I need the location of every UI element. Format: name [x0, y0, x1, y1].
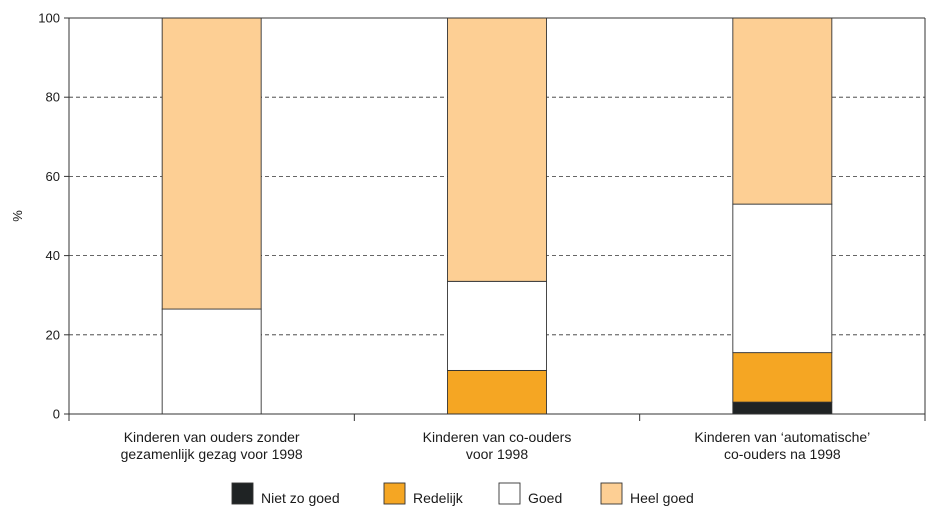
category-label: Kinderen van ‘automatische’	[694, 429, 870, 445]
legend-label: Redelijk	[413, 490, 464, 506]
bar-segment	[447, 280, 547, 371]
legend-swatch	[231, 482, 254, 505]
bar-segment	[732, 352, 833, 403]
bars	[161, 17, 833, 415]
legend-label: Heel goed	[630, 490, 694, 506]
y-tick-label: 20	[46, 327, 60, 342]
legend: Niet zo goed Redelijk Goed Heel goed	[231, 482, 694, 506]
legend-swatch	[383, 482, 406, 505]
bar-segment	[161, 17, 262, 310]
y-tick-label: 80	[46, 90, 60, 105]
bar-segment	[447, 369, 547, 415]
category-label: co-ouders na 1998	[724, 446, 841, 462]
bar-segment	[732, 401, 833, 415]
legend-label: Goed	[528, 490, 562, 506]
y-tick-label: 100	[38, 11, 60, 26]
bar-segment	[732, 17, 833, 205]
category-label: Kinderen van ouders zonder	[124, 429, 300, 445]
y-tick-label: 0	[53, 407, 60, 422]
bar-segment	[732, 203, 833, 354]
category-label: gezamenlijk gezag voor 1998	[121, 446, 303, 462]
legend-label: Niet zo goed	[261, 490, 340, 506]
axes: 0 20 40 60 80 100	[38, 11, 926, 422]
category-label: voor 1998	[466, 446, 528, 462]
y-tick-label: 60	[46, 169, 60, 184]
bar-segment	[447, 17, 547, 282]
legend-swatch	[600, 482, 623, 505]
legend-swatch	[498, 482, 521, 505]
category-label: Kinderen van co-ouders	[423, 429, 572, 445]
y-axis-label: %	[10, 210, 25, 222]
bar-segment	[161, 308, 262, 415]
y-tick-label: 40	[46, 248, 60, 263]
